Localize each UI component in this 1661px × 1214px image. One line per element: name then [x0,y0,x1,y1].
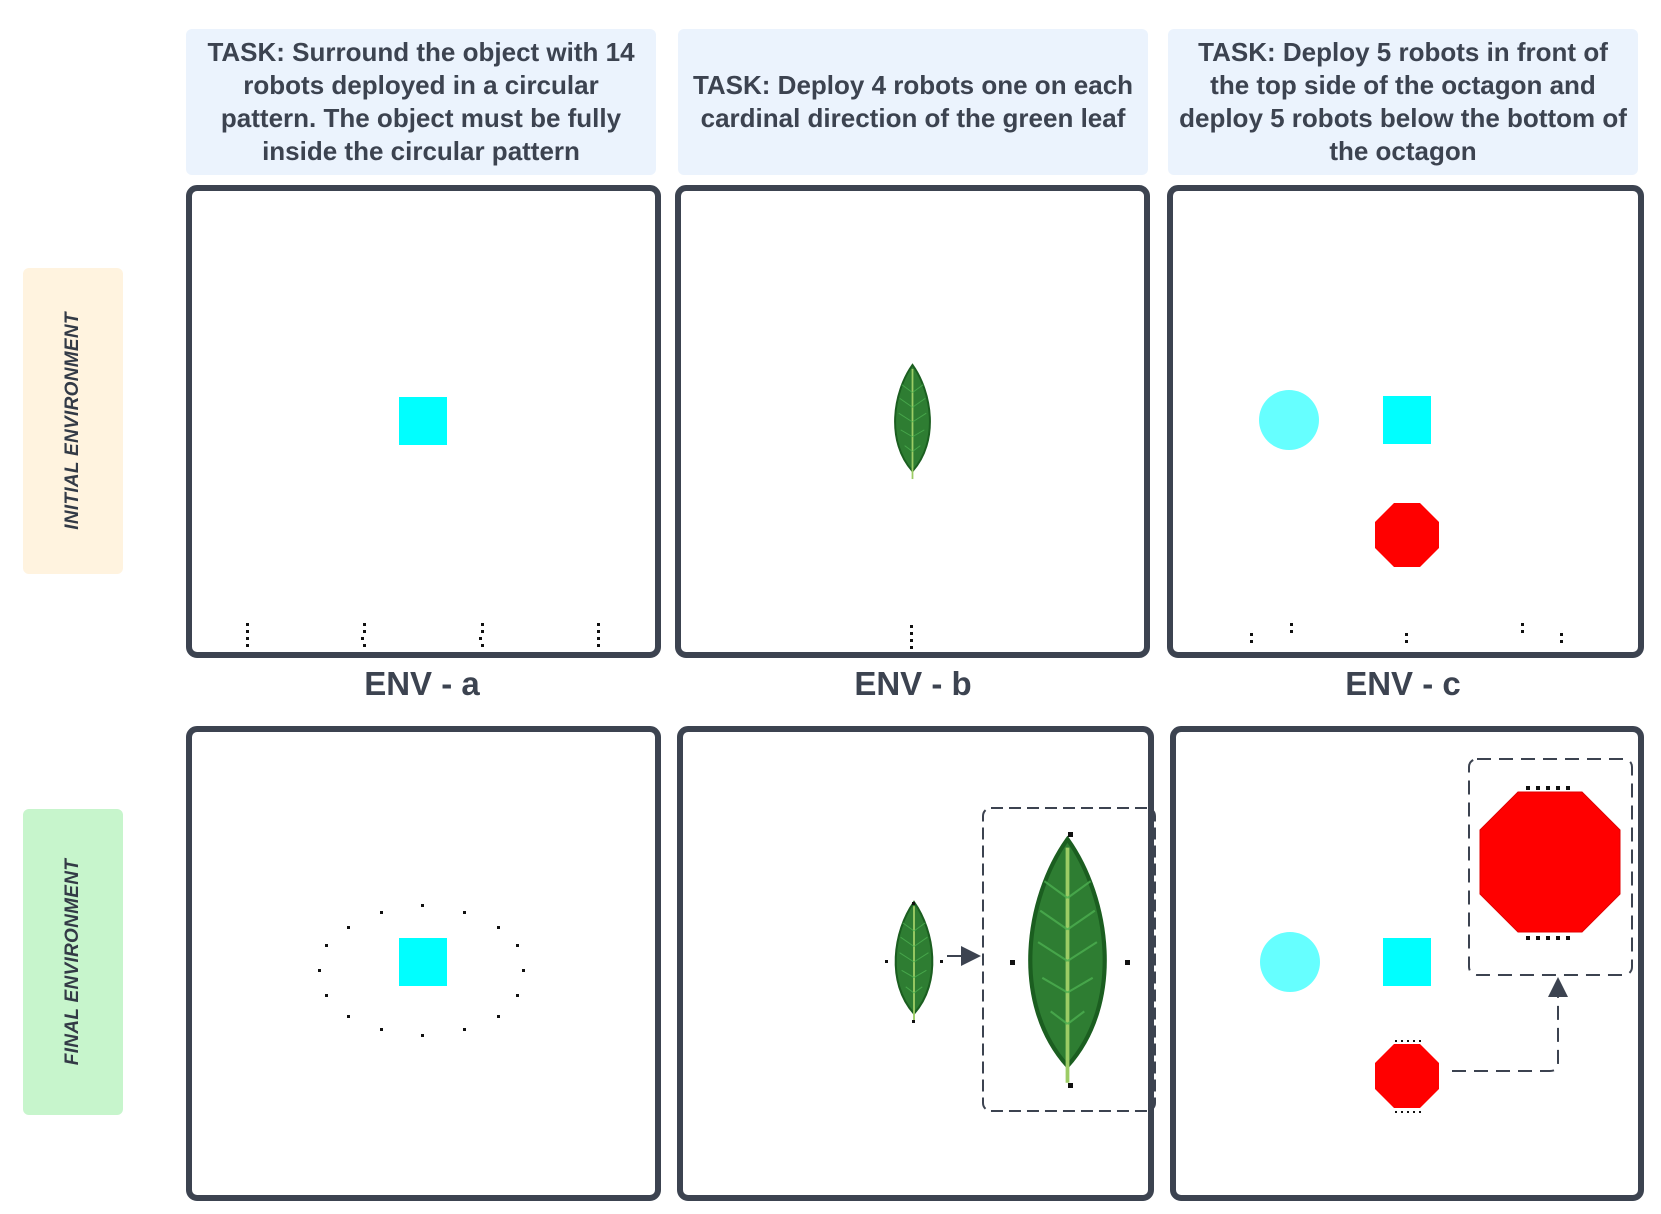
panel-final-c [1170,726,1644,1201]
cyan-square-icon [1383,938,1431,986]
cyan-circle-icon [1259,390,1319,450]
row-label-final-text: FINAL ENVIRONMENT [62,858,83,1066]
env-label-c: ENV - c [1345,665,1461,702]
panel-final-b [677,726,1156,1201]
panel-initial-c [1167,185,1644,658]
cyan-square-icon [1383,396,1431,444]
env-label-b: ENV - b [854,665,972,702]
robot-group-b-initial [910,625,913,649]
task-header-c: TASK: Deploy 5 robots in front of the to… [1168,29,1638,175]
robot-group-b-final [885,902,943,1023]
robot-group-a-initial [246,623,600,647]
task-header-b: TASK: Deploy 4 robots one on each cardin… [678,29,1148,175]
red-octagon-zoom-icon [1479,791,1621,933]
cyan-square-icon [399,938,447,986]
cyan-square-icon [399,397,447,445]
arrow-up-connector [1452,977,1568,1072]
red-octagon-icon [1375,503,1439,567]
panel-final-a [186,726,661,1201]
zoom-inset-c [1468,758,1633,976]
robot-group-c-initial [1250,623,1563,643]
cyan-circle-icon [1260,932,1320,992]
zoom-inset-b [982,807,1156,1112]
robot-group-c-zoom [1526,786,1570,940]
row-label-final: FINAL ENVIRONMENT [23,809,123,1115]
row-label-initial-text: INITIAL ENVIRONMENT [62,312,83,530]
panel-initial-a [186,185,661,658]
robot-group-b-zoom [1010,832,1130,1088]
env-label-a: ENV - a [364,665,480,702]
task-header-a: TASK: Surround the object with 14 robots… [186,29,656,175]
row-label-initial: INITIAL ENVIRONMENT [23,268,123,574]
panel-initial-b [675,185,1150,658]
robot-group-c-final-small [1395,1040,1421,1113]
red-octagon-icon [1375,1044,1439,1108]
robot-ring-a-final [318,904,525,1037]
